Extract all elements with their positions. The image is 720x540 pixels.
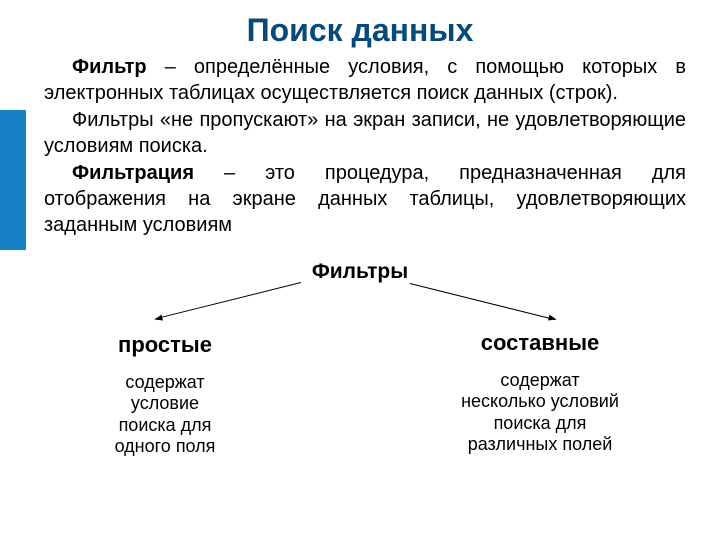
diagram-root: Фильтры (312, 260, 408, 284)
body-text: Фильтр – определённые условия, с помощью… (0, 55, 720, 238)
paragraph-3: Фильтрация – это процедура, предназначен… (44, 161, 686, 238)
term-filter: Фильтр (72, 56, 147, 78)
page-title: Поиск данных (0, 0, 720, 55)
branch-compound-title: составные (455, 330, 625, 356)
filters-diagram: Фильтры простые составные содержатуслови… (0, 260, 720, 490)
term-filtration: Фильтрация (72, 162, 194, 184)
accent-bar (0, 110, 26, 250)
branch-simple-title: простые (95, 332, 235, 358)
paragraph-2: Фильтры «не пропускают» на экран записи,… (44, 108, 686, 159)
branch-simple-desc: содержатусловиепоиска дляодного поля (90, 372, 240, 457)
branch-compound-desc: содержатнесколько условийпоиска дляразли… (440, 370, 640, 455)
paragraph-1: Фильтр – определённые условия, с помощью… (44, 55, 686, 106)
